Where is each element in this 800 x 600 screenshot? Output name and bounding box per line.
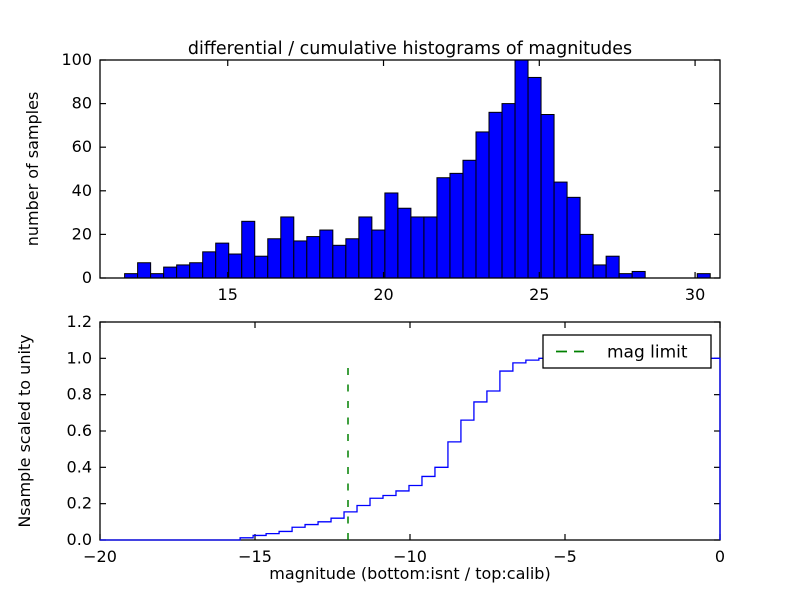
histogram-bar (605, 255, 620, 279)
bottom-axes: −20 −15 −10 −5 0 0.0 0.2 0.4 0.6 0.8 1.0 1.2 (67, 312, 726, 566)
x-tick-label: −5 (553, 547, 577, 566)
xlabel: magnitude (bottom:isnt / top:calib) (269, 564, 550, 583)
x-tick-label: 25 (529, 285, 549, 304)
histogram-bar (410, 216, 425, 279)
x-tick-label: −15 (238, 547, 272, 566)
histogram-bar (267, 238, 282, 279)
histogram-bar (566, 196, 581, 279)
y-tick-label: 0.4 (67, 457, 92, 476)
histogram-bar (176, 264, 191, 279)
histogram-bar (306, 236, 321, 279)
y-tick-label: 60 (72, 137, 92, 156)
y-tick-label: 0.2 (67, 494, 92, 513)
y-tick-label: 0.8 (67, 385, 92, 404)
histogram-bar (553, 181, 568, 279)
histogram-bar (358, 216, 373, 279)
histogram-bar (488, 111, 503, 279)
histogram-bar (137, 262, 152, 279)
y-tick-label: 40 (72, 181, 92, 200)
x-tick-label: −10 (393, 547, 427, 566)
histogram-bar (371, 229, 386, 279)
plots-layer: 15 20 25 30 0 20 40 60 80 100 −20 −15 −10 −5 0 0.0 0.2 0.… (61, 50, 725, 566)
histogram-bar (540, 114, 555, 279)
histogram-bar (150, 273, 165, 279)
histogram-bar (280, 216, 295, 279)
histogram-bar (527, 76, 542, 279)
top-axes: 15 20 25 30 0 20 40 60 80 100 (61, 50, 721, 304)
histogram-bar (397, 207, 412, 279)
histogram-bar (189, 262, 204, 279)
y-tick-label: 0 (82, 268, 92, 287)
histogram-bar (436, 177, 451, 279)
x-tick-label: −20 (83, 547, 117, 566)
histogram-bar (696, 273, 711, 279)
x-tick-label: 15 (218, 285, 238, 304)
histogram-bar (618, 273, 633, 279)
y-tick-label: 1.0 (67, 348, 92, 367)
chart-title: differential / cumulative histograms of … (188, 39, 632, 59)
y-tick-label: 0.0 (67, 530, 92, 549)
legend-box (542, 334, 712, 369)
histogram-bar (475, 131, 490, 279)
histogram-bar (228, 253, 243, 279)
histogram-bar (124, 273, 139, 279)
histogram-bar (293, 240, 308, 279)
legend-label: mag limit (607, 343, 688, 363)
y-tick-label: 0.6 (67, 421, 92, 440)
x-tick-label: 0 (715, 547, 725, 566)
bottom-ylabel: Nsample scaled to unity (15, 334, 34, 527)
histogram-bar (449, 172, 464, 279)
x-tick-label: 20 (373, 285, 393, 304)
histogram-bar (332, 244, 347, 279)
histogram-bar (254, 255, 269, 279)
y-tick-label: 80 (72, 94, 92, 113)
top-ylabel: number of samples (23, 92, 42, 247)
histogram-bar (345, 238, 360, 279)
histogram-bar (462, 159, 477, 279)
histogram-bar (423, 216, 438, 279)
y-tick-label: 100 (61, 50, 92, 69)
histogram-bar (631, 270, 646, 279)
histogram-bar (163, 266, 178, 279)
cumulative-step-curve (100, 357, 721, 541)
histogram-bar (501, 103, 516, 279)
histogram-bar (384, 192, 399, 279)
x-tick-label: 30 (685, 285, 705, 304)
histogram-bar (241, 220, 256, 279)
histogram-bar (319, 229, 334, 279)
histogram-bar (215, 242, 230, 279)
histogram-bar (514, 59, 529, 279)
histogram-bar (592, 264, 607, 279)
y-tick-label: 20 (72, 224, 92, 243)
axes-frame (99, 59, 721, 279)
histogram-bar (579, 233, 594, 279)
histogram-bar (202, 251, 217, 279)
legend: mag limit (542, 334, 712, 369)
y-tick-label: 1.2 (67, 312, 92, 331)
